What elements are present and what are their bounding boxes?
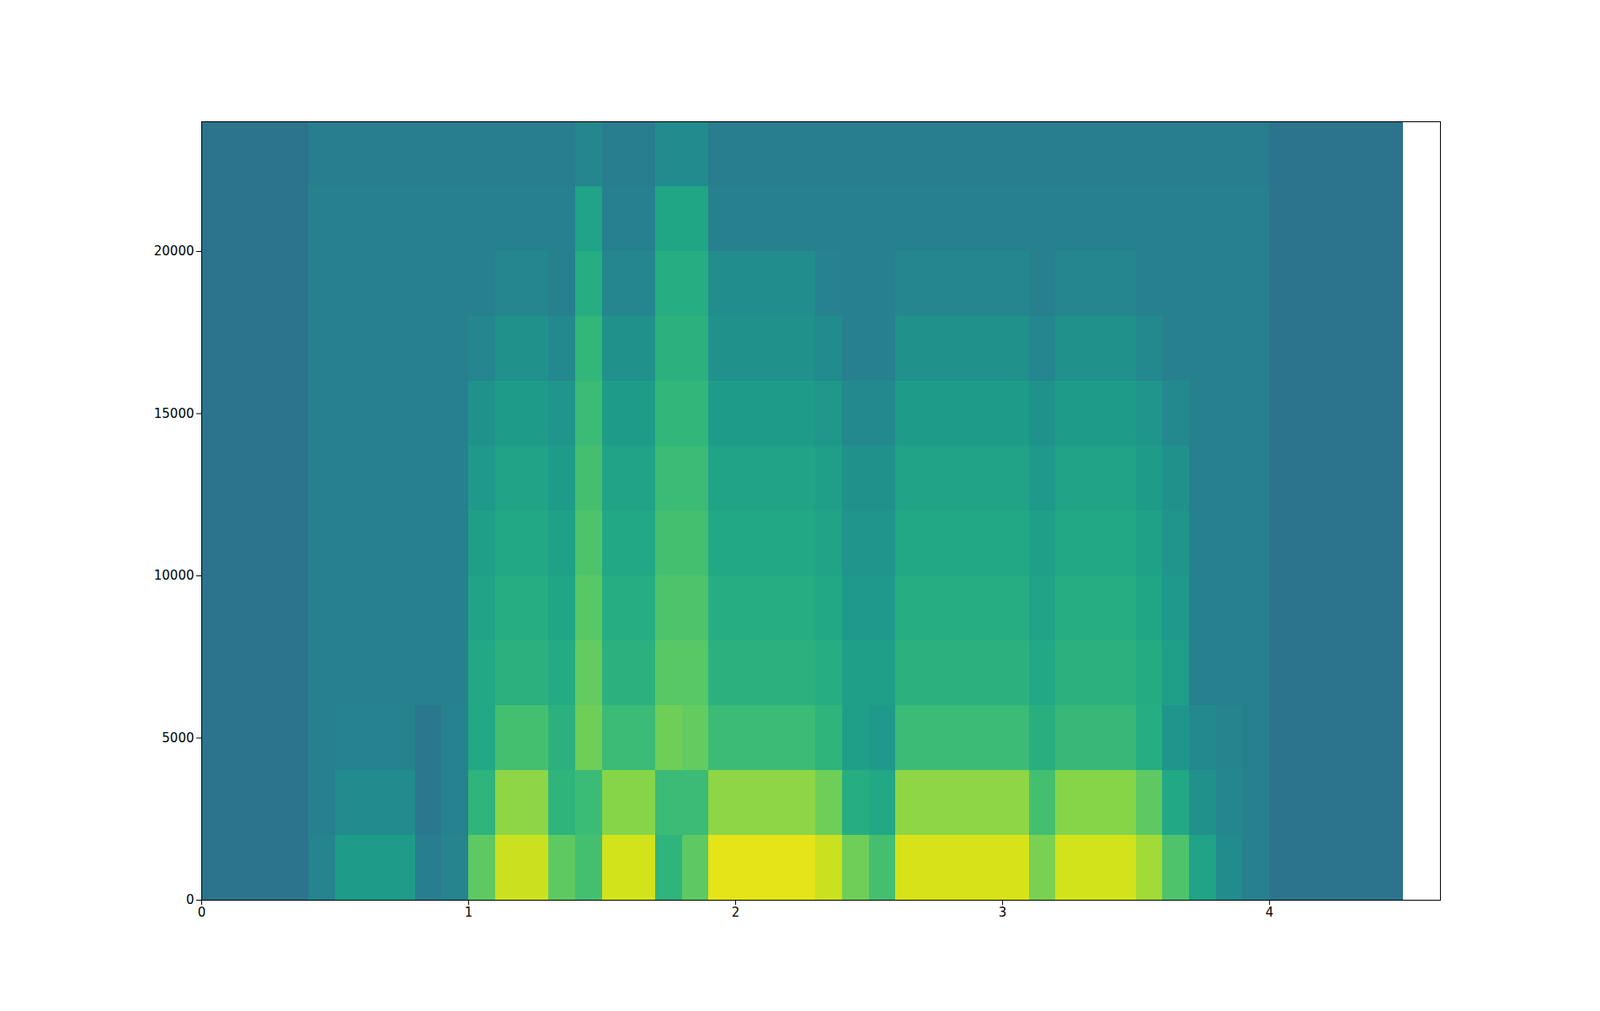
svg-text:5000: 5000	[161, 730, 194, 746]
svg-text:3: 3	[998, 904, 1008, 920]
svg-text:4: 4	[1265, 904, 1275, 920]
svg-text:10000: 10000	[154, 567, 195, 583]
svg-text:0: 0	[197, 904, 207, 920]
svg-text:1: 1	[464, 904, 474, 920]
svg-text:20000: 20000	[154, 243, 195, 259]
svg-text:15000: 15000	[154, 405, 195, 422]
svg-text:0: 0	[186, 891, 195, 907]
svg-text:2: 2	[731, 904, 741, 920]
